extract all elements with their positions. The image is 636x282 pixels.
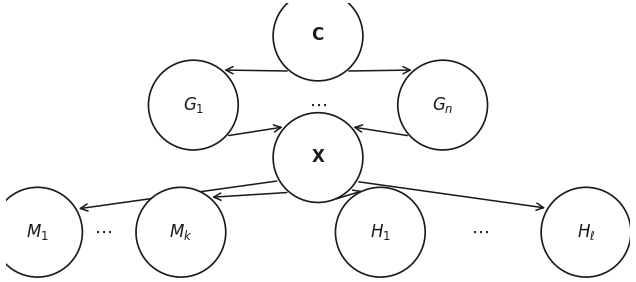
Text: $G_n$: $G_n$ (432, 95, 453, 115)
Text: $G_1$: $G_1$ (183, 95, 204, 115)
Ellipse shape (273, 113, 363, 202)
Ellipse shape (398, 60, 488, 150)
Text: $\mathbf{X}$: $\mathbf{X}$ (311, 149, 325, 166)
Ellipse shape (0, 187, 83, 277)
Ellipse shape (273, 0, 363, 81)
Text: $\cdots$: $\cdots$ (471, 223, 489, 241)
Text: $\cdots$: $\cdots$ (94, 223, 112, 241)
Ellipse shape (335, 187, 425, 277)
Text: $H_1$: $H_1$ (370, 222, 391, 242)
Text: $\cdots$: $\cdots$ (309, 96, 327, 114)
Ellipse shape (148, 60, 238, 150)
Text: $\mathbf{C}$: $\mathbf{C}$ (312, 27, 324, 45)
Text: $M_k$: $M_k$ (169, 222, 193, 242)
Text: $H_{\ell}$: $H_{\ell}$ (577, 222, 595, 242)
Ellipse shape (541, 187, 631, 277)
Ellipse shape (136, 187, 226, 277)
Text: $M_1$: $M_1$ (26, 222, 49, 242)
